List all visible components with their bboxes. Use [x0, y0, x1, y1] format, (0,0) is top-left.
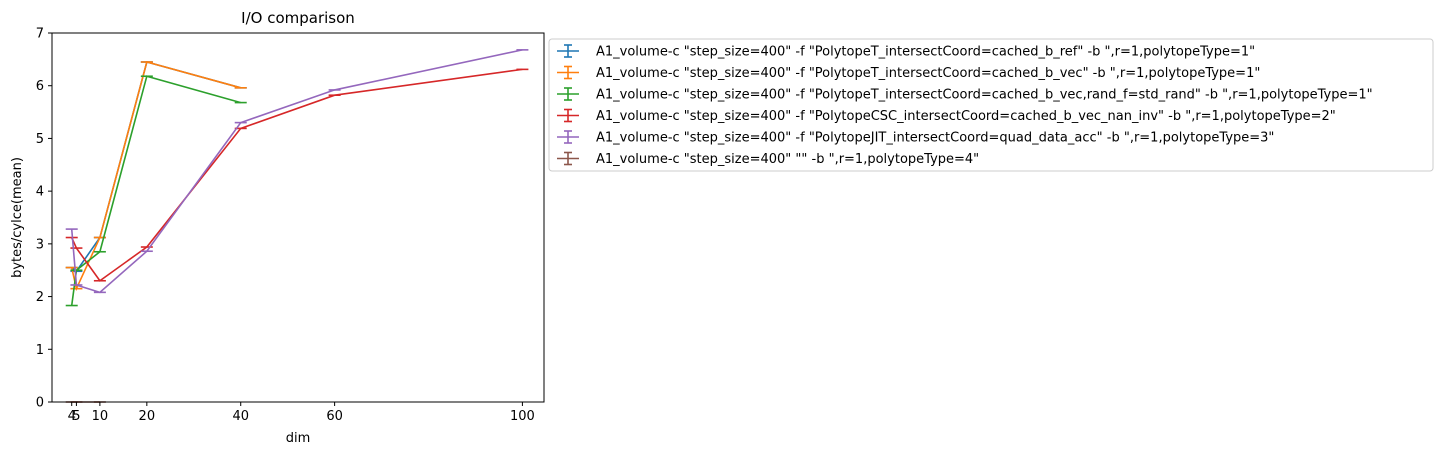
y-tick-label: 7: [36, 27, 44, 42]
y-tick-label: 5: [36, 132, 44, 147]
legend-label: A1_volume-c "step_size=400" "" -b ",r=1,…: [596, 152, 979, 167]
x-tick-label: 4: [68, 409, 76, 424]
legend-label: A1_volume-c "step_size=400" -f "Polytope…: [596, 45, 1255, 60]
y-tick-label: 2: [36, 290, 44, 305]
series-line: [70, 49, 523, 294]
legend-label: A1_volume-c "step_size=400" -f "Polytope…: [596, 131, 1274, 146]
x-tick-label: 10: [92, 409, 109, 424]
x-axis-ticks: 45 10 20 40 60 100: [68, 402, 535, 424]
series-line: [70, 75, 241, 306]
series-4: [65, 68, 529, 282]
series-1: [65, 61, 247, 273]
y-tick-label: 6: [36, 79, 44, 94]
series-line: [71, 61, 241, 273]
x-tick-label: 20: [139, 409, 156, 424]
series-line: [70, 68, 523, 282]
y-tick-label: 4: [36, 185, 44, 200]
x-tick-label: 40: [232, 409, 249, 424]
x-tick-label: 5: [72, 409, 80, 424]
y-axis-label: bytes/cylce(mean): [10, 157, 25, 278]
legend-item: A1_volume-c "step_size=400" -f "Polytope…: [557, 108, 1336, 124]
legend-box: [548, 38, 1434, 172]
y-tick-label: 3: [36, 237, 44, 252]
series-5: [65, 49, 529, 294]
x-tick-label: 100: [510, 409, 535, 424]
legend-item: A1_volume-c "step_size=400" -f "Polytope…: [557, 65, 1260, 81]
legend-item: A1_volume-c "step_size=400" -f "Polytope…: [557, 87, 1373, 103]
legend-label: A1_volume-c "step_size=400" -f "Polytope…: [596, 109, 1336, 124]
series-3: [65, 75, 247, 307]
legend-item: A1_volume-c "step_size=400" -f "Polytope…: [557, 130, 1274, 146]
series-layer: [65, 49, 529, 403]
y-tick-label: 1: [36, 343, 44, 358]
legend-label: A1_volume-c "step_size=400" -f "Polytope…: [596, 88, 1373, 103]
legend-item: A1_volume-c "step_size=400" -f "Polytope…: [557, 44, 1255, 60]
y-axis-ticks: 0 1 2 3 4 5 6 7: [36, 27, 52, 411]
legend: A1_volume-c "step_size=400" -f "Polytope…: [548, 38, 1434, 172]
plot-area-frame: [51, 32, 545, 403]
chart-title: I/O comparison: [241, 9, 355, 27]
y-tick-label: 0: [36, 396, 44, 411]
legend-label: A1_volume-c "step_size=400" -f "Polytope…: [596, 66, 1260, 81]
x-tick-label: 60: [326, 409, 343, 424]
x-axis-label: dim: [286, 431, 311, 446]
legend-item: A1_volume-c "step_size=400" "" -b ",r=1,…: [557, 151, 979, 167]
